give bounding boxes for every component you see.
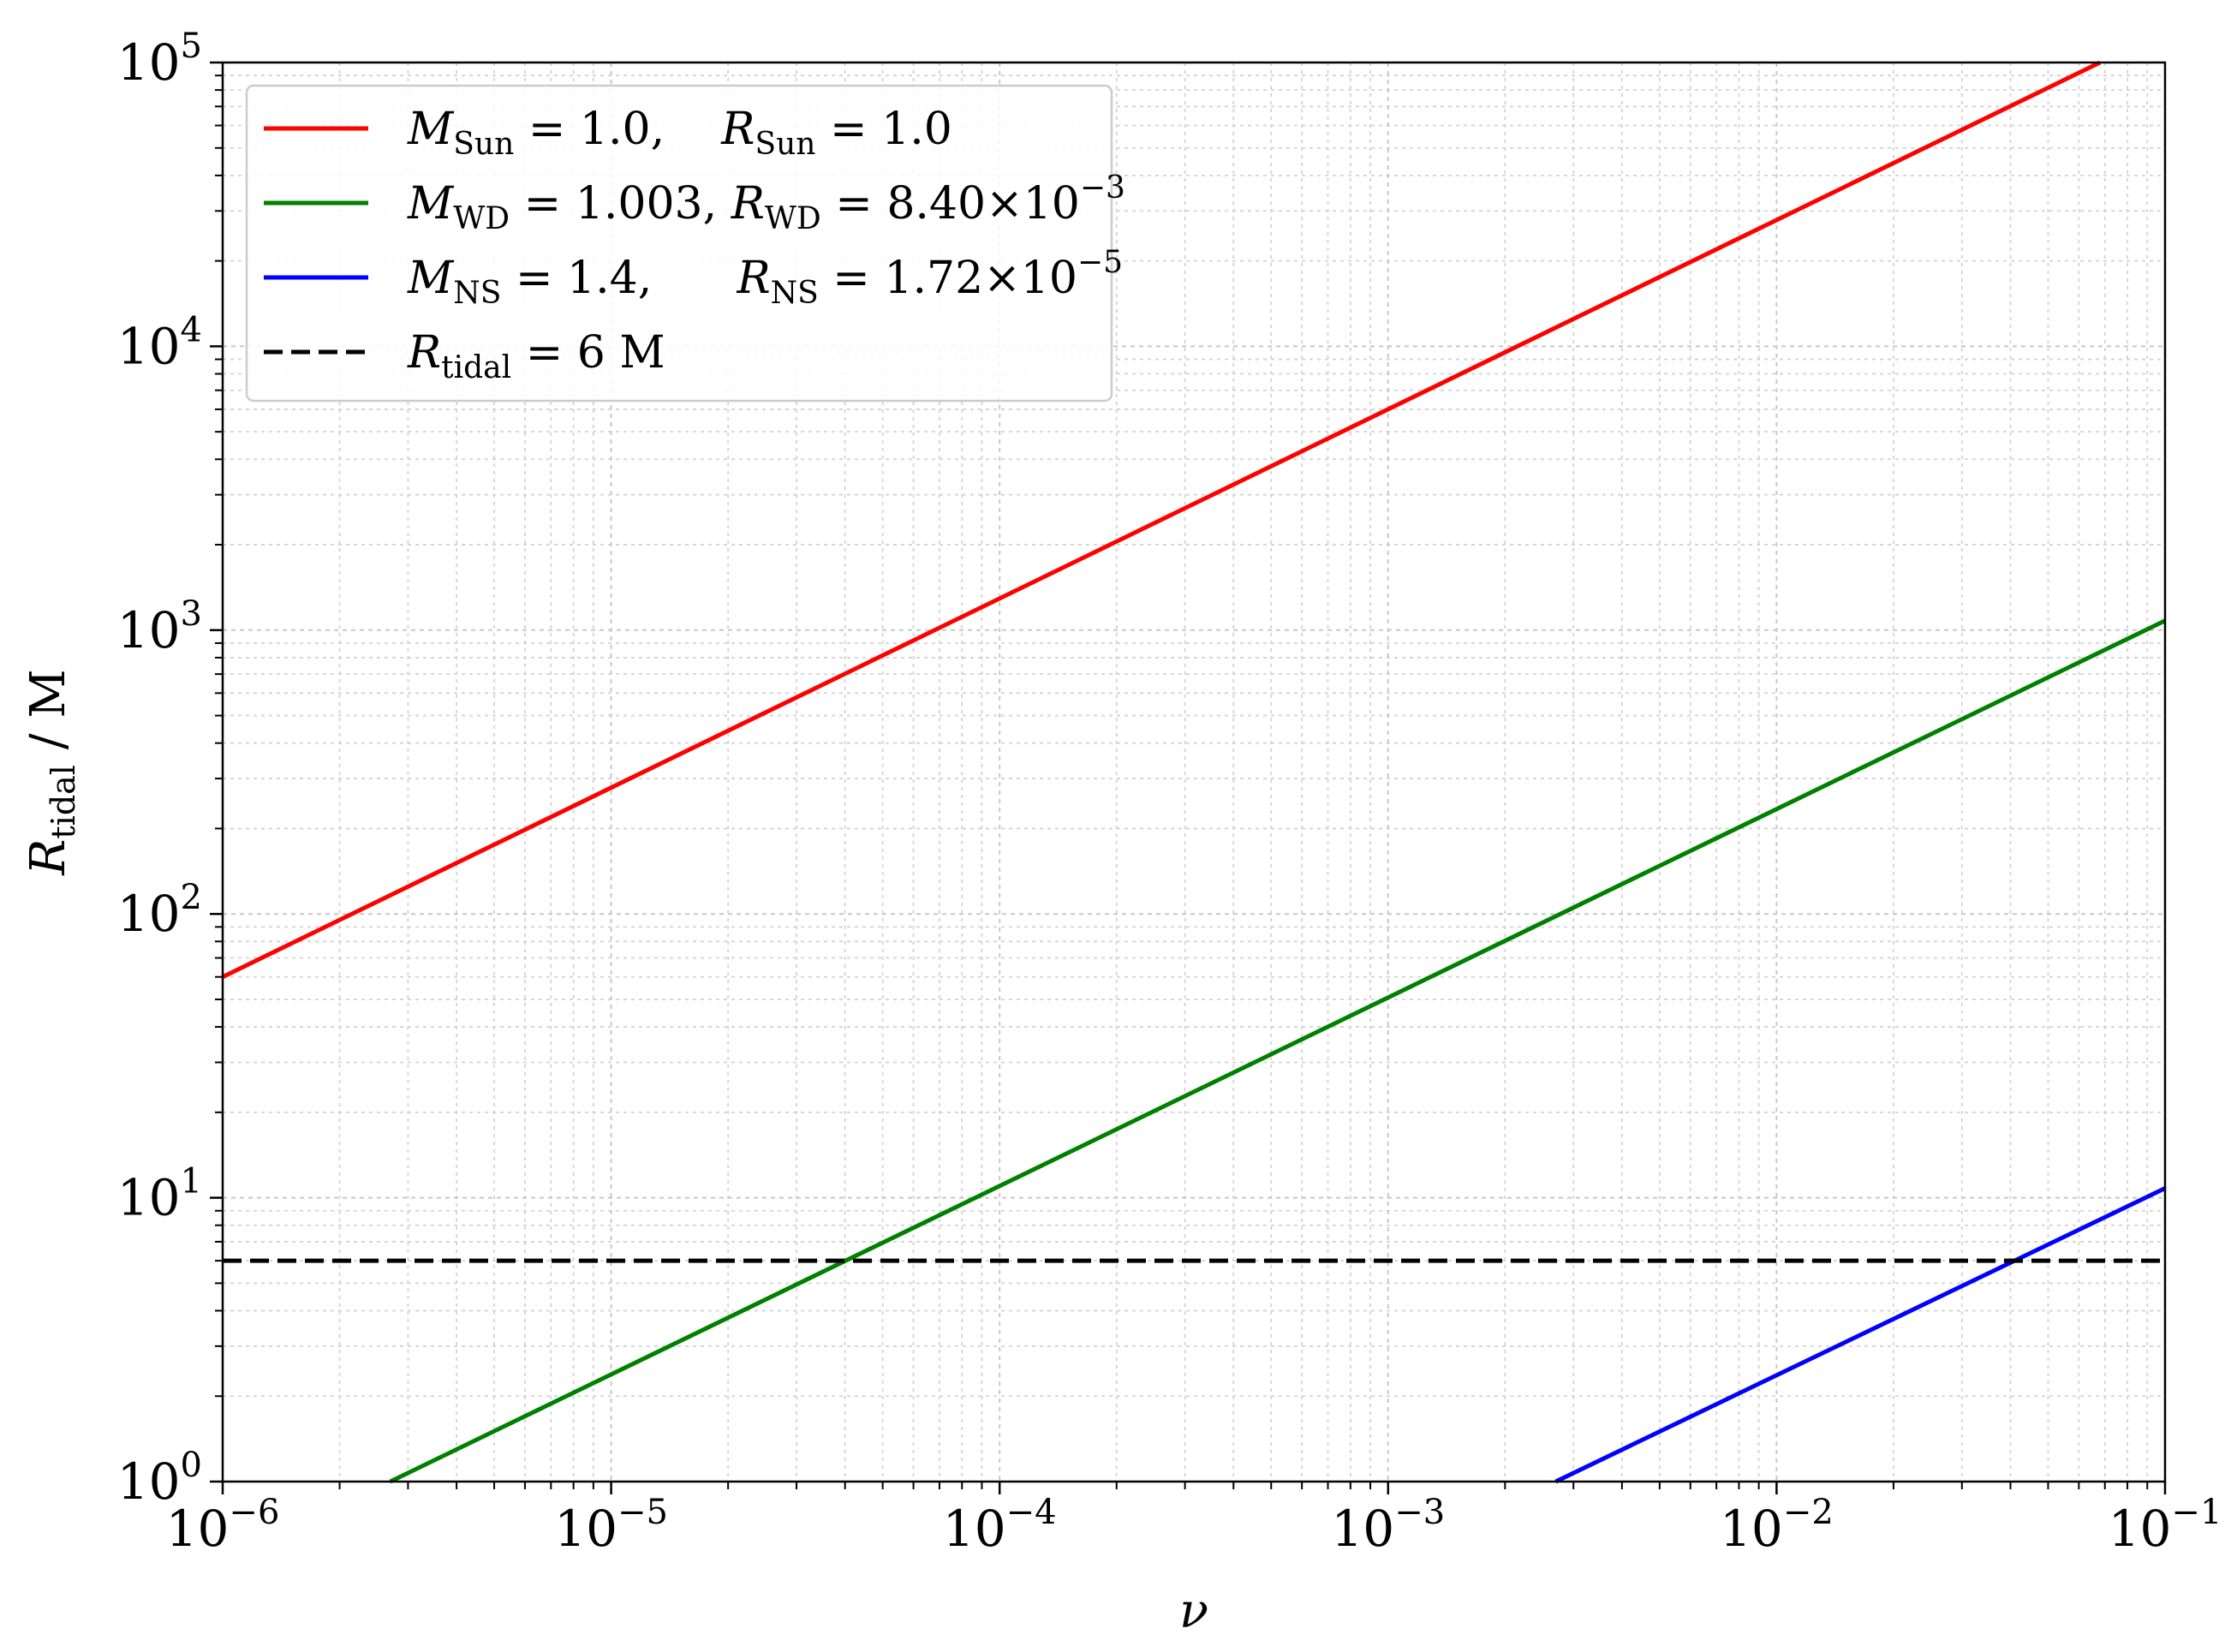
y-axis-label-main: R [21, 839, 76, 876]
y-tick-label-exp: 3 [181, 594, 202, 634]
y-tick-label: 103 [117, 594, 202, 659]
y-tick-label-exp: 4 [181, 310, 202, 349]
y-tick-label: 102 [117, 878, 202, 943]
legend-label-part: −3 [1080, 170, 1125, 206]
series-line-sun [221, 60, 2102, 979]
legend-label-part: Sun [755, 127, 815, 162]
y-tick-label-base: 10 [117, 601, 181, 659]
legend-label-part: = 6 M [511, 327, 665, 379]
x-tick-label-base: 10 [943, 1500, 1006, 1558]
legend-label-part: WD [765, 201, 821, 236]
y-tick-label-exp: 0 [181, 1446, 202, 1485]
legend-label-part: NS [771, 276, 819, 311]
grid-minor [223, 63, 2165, 1482]
axis-ticks [210, 61, 2167, 1494]
x-tick-label: 10−1 [2109, 1493, 2222, 1558]
y-tick-label-exp: 5 [181, 27, 202, 66]
y-tick-label-base: 10 [117, 1169, 181, 1227]
x-tick-label-base: 10 [554, 1500, 617, 1558]
x-tick-label-base: 10 [1331, 1500, 1394, 1558]
legend-label-part: Sun [453, 127, 514, 162]
x-tick-label-base: 10 [166, 1500, 230, 1558]
legend-label-part: WD [453, 201, 510, 236]
x-tick-label: 10−5 [554, 1493, 668, 1558]
y-axis-label-tail: / M [21, 669, 76, 765]
y-axis-label: Rtidal / M [21, 669, 82, 876]
legend-label-part: = 1.0 [815, 104, 951, 155]
legend-label-part: NS [453, 276, 501, 311]
x-tick-label-exp: −3 [1394, 1493, 1445, 1532]
legend-label-part: = 1.4, [501, 253, 737, 304]
tick-labels: 10−6 10−5 10−4 10−3 10−2 10−11001011021031041… [117, 27, 2222, 1558]
legend-label-part: R [731, 178, 765, 230]
legend-label-part: R [736, 253, 770, 304]
x-tick-label-exp: −6 [229, 1493, 279, 1532]
y-tick-label: 100 [117, 1446, 202, 1511]
legend-label-part: = 1.0, [514, 104, 721, 155]
x-tick-label: 10−2 [1720, 1493, 1834, 1558]
x-tick-label-base: 10 [2109, 1500, 2172, 1558]
y-tick-label-base: 10 [117, 885, 181, 943]
series-line-wd [389, 618, 2167, 1484]
y-tick-label-base: 10 [117, 1452, 181, 1511]
y-tick-label-exp: 2 [181, 878, 202, 917]
x-tick-label-exp: −4 [1006, 1493, 1057, 1532]
legend-label-part: = 8.40×10 [821, 178, 1080, 230]
legend-label-sun: MSun = 1.0, RSun = 1.0 [407, 104, 952, 162]
y-tick-label-base: 10 [117, 33, 181, 92]
legend-label-part: = 1.72×10 [819, 253, 1077, 304]
x-axis-label: ν [1179, 1583, 1208, 1639]
x-tick-label-exp: −5 [617, 1493, 668, 1532]
plot-lines [221, 60, 2167, 1484]
legend-label-part: M [407, 104, 455, 155]
legend-label-part: R [720, 104, 755, 155]
legend-label-part: −5 [1077, 245, 1123, 280]
legend-label-tidal: Rtidal = 6 M [407, 327, 665, 385]
legend-box [245, 84, 1113, 403]
legend-label-part: R [407, 327, 441, 379]
y-tick-label: 101 [117, 1162, 202, 1227]
x-tick-label: 10−6 [166, 1493, 280, 1558]
legend-label-part: M [407, 178, 455, 230]
y-axis-label-sub: tidal [45, 765, 82, 839]
x-tick-label-exp: −2 [1783, 1493, 1834, 1532]
y-tick-label: 105 [117, 27, 202, 92]
y-tick-label-base: 10 [117, 317, 181, 375]
y-tick-label: 104 [117, 310, 202, 375]
legend-label-part: = 1.003, [510, 178, 731, 230]
y-tick-label-exp: 1 [181, 1162, 202, 1202]
x-tick-label-exp: −1 [2171, 1493, 2222, 1532]
legend-label-ns: MNS = 1.4, RNS = 1.72×10−5 [407, 245, 1123, 311]
series-line-ns [1554, 1186, 2167, 1484]
x-axis-label-main: ν [1179, 1583, 1208, 1639]
legend-label-part: tidal [441, 350, 511, 385]
x-tick-label: 10−4 [943, 1493, 1057, 1558]
legend-label-wd: MWD = 1.003, RWD = 8.40×10−3 [407, 170, 1125, 236]
x-tick-label: 10−3 [1331, 1493, 1445, 1558]
legend-label-part: M [407, 253, 455, 304]
x-tick-label-base: 10 [1720, 1500, 1783, 1558]
plot-frame [221, 61, 2167, 1483]
